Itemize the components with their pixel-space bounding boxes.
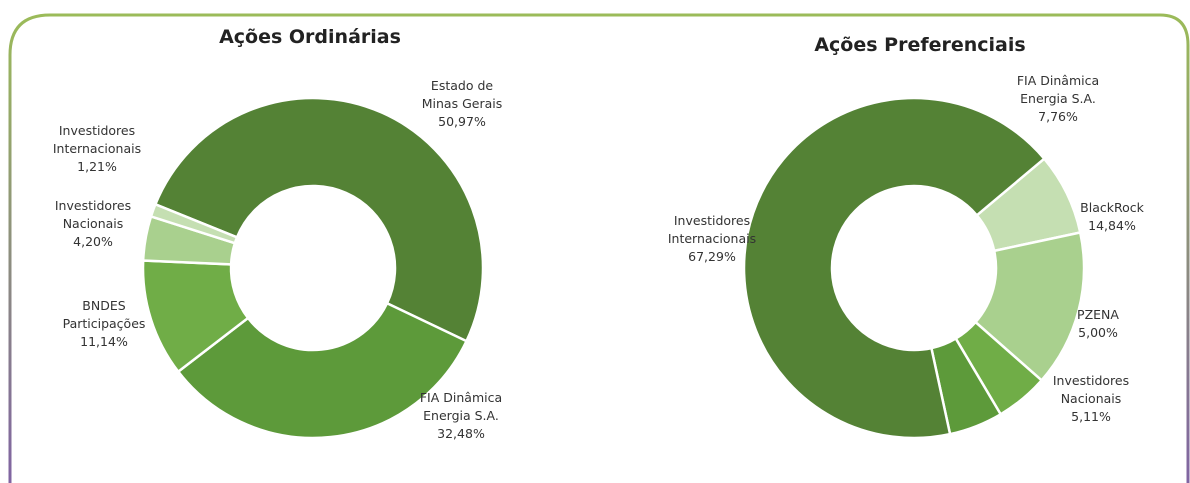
slice-preferenciais-investidores-internacionais — [742, 96, 1046, 440]
data-label-ordinarias-estado-de-minas-gerais: Estado de Minas Gerais 50,97% — [422, 78, 503, 129]
data-label-preferenciais-blackrock: BlackRock 14,84% — [1080, 200, 1144, 233]
slice-ordinarias-estado-de-minas-gerais — [153, 96, 485, 343]
data-label-preferenciais-investidores-nacionais: Investidores Nacionais 5,11% — [1053, 373, 1129, 424]
chart-title-acoes-ordinarias: Ações Ordinárias — [219, 26, 401, 48]
data-label-preferenciais-fia-dinamica-energia-s-a: FIA Dinâmica Energia S.A. 7,76% — [1017, 73, 1099, 124]
slice-ordinarias-fia-dinamica-energia-s-a — [176, 301, 469, 440]
data-label-ordinarias-investidores-nacionais: Investidores Nacionais 4,20% — [55, 198, 131, 249]
data-label-ordinarias-investidores-internacionais: Investidores Internacionais 1,21% — [53, 123, 141, 174]
data-label-ordinarias-fia-dinamica-energia-s-a: FIA Dinâmica Energia S.A. 32,48% — [420, 390, 502, 441]
data-label-preferenciais-investidores-internacionais: Investidores Internacionais 67,29% — [668, 213, 756, 264]
chart-title-acoes-preferenciais: Ações Preferenciais — [814, 34, 1026, 56]
data-label-ordinarias-bndes-participacoes: BNDES Participações 11,14% — [63, 298, 146, 349]
data-label-preferenciais-pzena: PZENA 5,00% — [1077, 307, 1119, 340]
slice-ordinarias-investidores-internacionais — [149, 202, 239, 245]
